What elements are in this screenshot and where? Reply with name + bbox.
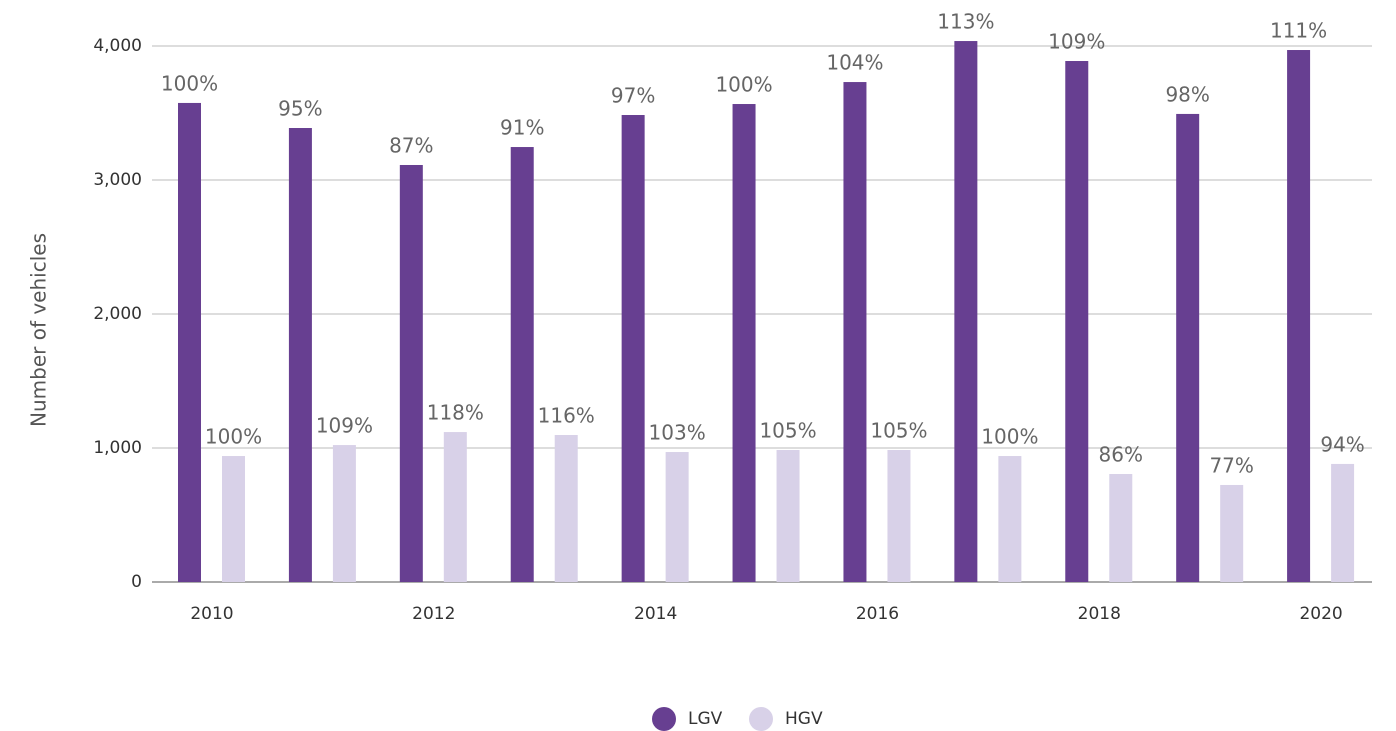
data-label: 100% [161,71,218,95]
bar [178,102,201,582]
data-label: 100% [205,425,262,449]
data-label: 98% [1165,82,1209,106]
bar [1176,113,1200,583]
x-tick-label: 2020 [1299,604,1342,624]
data-label: 113% [937,10,994,34]
bar [554,435,578,582]
bar [399,164,423,582]
data-label: 105% [759,419,816,443]
legend-label: HGV [785,709,823,729]
bar [1065,61,1089,583]
data-label: 87% [389,133,433,157]
bar [1220,484,1244,582]
y-axis-label: Number of vehicles [27,233,51,427]
y-tick-label: 0 [131,572,142,592]
data-label: 86% [1099,442,1143,466]
y-tick-label: 2,000 [93,304,142,324]
legend-swatch [749,707,773,731]
bar [843,82,867,583]
data-label: 103% [649,421,706,445]
bar [998,456,1022,582]
data-label: 100% [981,425,1038,449]
bar [887,450,911,582]
bar [665,452,689,582]
x-tick-label: 2016 [856,604,899,624]
data-label: 77% [1209,453,1253,477]
data-label: 104% [826,51,883,75]
data-label: 91% [500,116,544,140]
data-label: 100% [715,73,772,97]
data-label: 97% [611,84,655,108]
bar [1331,463,1355,582]
y-tick-label: 1,000 [93,438,142,458]
x-tick-label: 2018 [1078,604,1121,624]
bar [1109,473,1133,582]
data-label: 94% [1320,432,1364,456]
x-tick-label: 2010 [190,604,233,624]
bar [443,432,467,582]
bar [776,450,800,582]
data-label: 105% [870,419,927,443]
data-label: 109% [316,414,373,438]
legend-swatch [652,707,676,731]
data-label: 111% [1270,19,1327,43]
legend-label: LGV [688,709,723,729]
bar [954,41,978,583]
bar [732,104,756,582]
bar [621,115,645,582]
bar [510,147,534,582]
bar [288,128,312,582]
x-tick-label: 2014 [634,604,677,624]
data-label: 118% [427,401,484,425]
data-label: 109% [1048,30,1105,54]
bar [332,445,356,582]
x-tick-label: 2012 [412,604,455,624]
bar [222,456,245,582]
y-tick-label: 3,000 [93,170,142,190]
data-label: 95% [278,97,322,121]
y-tick-label: 4,000 [93,36,142,56]
data-label: 116% [538,404,595,428]
bar [1287,50,1311,582]
